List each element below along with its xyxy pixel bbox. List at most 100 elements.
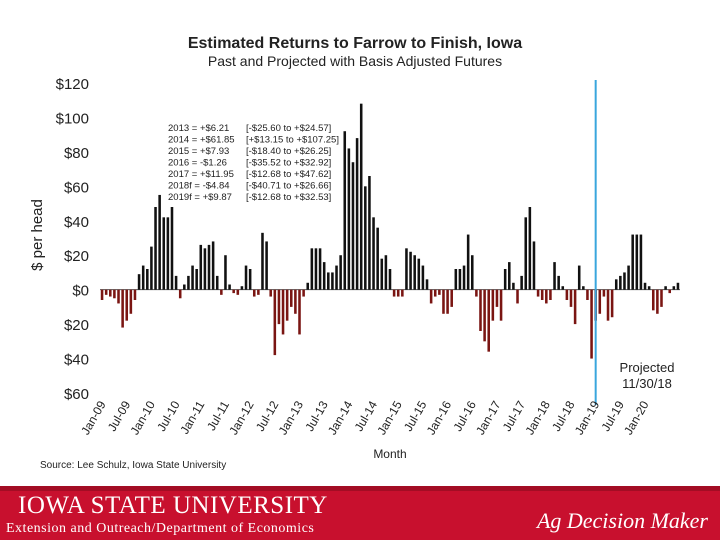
brand-name: Ag Decision Maker — [536, 508, 708, 533]
y-tick-label: $80 — [64, 145, 89, 162]
annotation-range: [-$25.60 to +$24.57] — [246, 123, 331, 134]
bar-21 — [187, 275, 190, 290]
y-tick-label: $60 — [64, 386, 89, 403]
bar-45 — [285, 289, 289, 321]
bar-30 — [224, 255, 227, 290]
bar-52 — [314, 248, 318, 290]
bar-28 — [215, 275, 219, 290]
bar-77 — [417, 258, 421, 290]
bar-134 — [651, 289, 655, 311]
bar-36 — [248, 269, 252, 290]
x-tick-label: Jan-12 — [226, 398, 257, 437]
annotation-year: 2015 = +$7.93 — [168, 146, 229, 157]
bar-17 — [170, 207, 174, 290]
projection-label: Projected — [620, 360, 675, 375]
bar-35 — [244, 265, 248, 290]
bar-24 — [199, 244, 203, 290]
bar-26 — [207, 244, 211, 290]
bar-94 — [487, 289, 490, 352]
bar-103 — [524, 217, 528, 290]
y-tick-label: $60 — [64, 179, 89, 196]
x-axis-label: Month — [373, 447, 406, 461]
bar-33 — [236, 289, 240, 295]
bar-0 — [100, 289, 104, 300]
x-tick-label: Jan-09 — [78, 398, 109, 437]
bar-130 — [635, 234, 639, 290]
y-tick-label: $20 — [64, 248, 89, 265]
bar-128 — [627, 265, 630, 290]
x-tick-label: Jan-17 — [473, 398, 504, 437]
chart-subtitle: Past and Projected with Basis Adjusted F… — [208, 53, 502, 69]
bar-42 — [273, 289, 277, 356]
bar-4 — [117, 289, 120, 304]
bar-131 — [639, 234, 643, 290]
annotation-year: 2014 = +$61.85 — [168, 135, 235, 146]
source-note: Source: Lee Schulz, Iowa State Universit… — [40, 460, 226, 471]
bar-97 — [499, 289, 503, 321]
bar-101 — [516, 289, 519, 304]
bar-83 — [442, 289, 445, 314]
bar-58 — [339, 255, 342, 290]
bar-66 — [372, 217, 375, 290]
annotation-year: 2013 = +$6.21 — [168, 123, 229, 134]
x-tick-label: Jan-14 — [325, 398, 356, 437]
y-tick-label: $20 — [64, 317, 89, 334]
bar-136 — [660, 289, 663, 307]
x-tick-label: Jan-19 — [572, 398, 603, 437]
bar-3 — [113, 289, 116, 299]
bar-122 — [602, 289, 606, 297]
bar-27 — [211, 241, 215, 290]
bar-121 — [598, 289, 602, 314]
bar-22 — [191, 265, 194, 290]
bar-5 — [121, 289, 124, 328]
bar-84 — [446, 289, 449, 314]
bar-118 — [586, 289, 589, 300]
y-tick-label: $0 — [72, 283, 89, 300]
y-tick-label: $40 — [64, 352, 89, 369]
annotation-year: 2019f = +$9.87 — [168, 192, 232, 203]
bar-20 — [183, 284, 186, 290]
bar-54 — [322, 262, 326, 290]
x-tick-label: Jan-13 — [276, 398, 307, 437]
bar-93 — [483, 289, 486, 342]
bar-69 — [384, 255, 388, 290]
bar-79 — [425, 279, 429, 290]
bar-62 — [355, 138, 359, 290]
bar-49 — [302, 289, 305, 297]
chart-title: Estimated Returns to Farrow to Finish, I… — [188, 35, 522, 52]
bar-44 — [281, 289, 285, 335]
bar-61 — [351, 162, 355, 290]
bar-102 — [520, 275, 523, 290]
bar-92 — [479, 289, 482, 331]
annotation-range: [-$18.40 to +$26.25] — [246, 146, 331, 157]
annotation-range: [+$13.15 to +$107.25] — [246, 135, 339, 146]
bar-112 — [561, 286, 565, 290]
bar-124 — [610, 289, 614, 318]
bar-65 — [368, 176, 371, 290]
bar-106 — [536, 289, 540, 297]
bar-15 — [162, 217, 166, 290]
annotation-range: [-$12.68 to +$32.53] — [246, 192, 331, 203]
bar-115 — [573, 289, 577, 325]
bar-80 — [429, 289, 433, 304]
bar-8 — [133, 289, 137, 300]
y-tick-label: $40 — [64, 214, 89, 231]
annotation-range: [-$40.71 to +$26.66] — [246, 181, 331, 192]
x-tick-label: Jan-18 — [522, 398, 553, 437]
bar-13 — [154, 207, 157, 290]
bar-85 — [450, 289, 453, 307]
bar-108 — [545, 289, 548, 304]
bar-67 — [376, 227, 379, 290]
bar-37 — [252, 289, 256, 297]
bar-51 — [310, 248, 314, 290]
bar-104 — [528, 207, 532, 290]
bar-75 — [409, 251, 412, 290]
bar-16 — [166, 217, 170, 290]
bar-60 — [347, 148, 351, 290]
bar-70 — [388, 269, 392, 290]
bar-32 — [232, 289, 235, 294]
bar-81 — [433, 289, 437, 297]
chart-area: Estimated Returns to Farrow to Finish, I… — [29, 35, 680, 471]
bar-1 — [104, 289, 108, 295]
bar-110 — [553, 262, 556, 290]
